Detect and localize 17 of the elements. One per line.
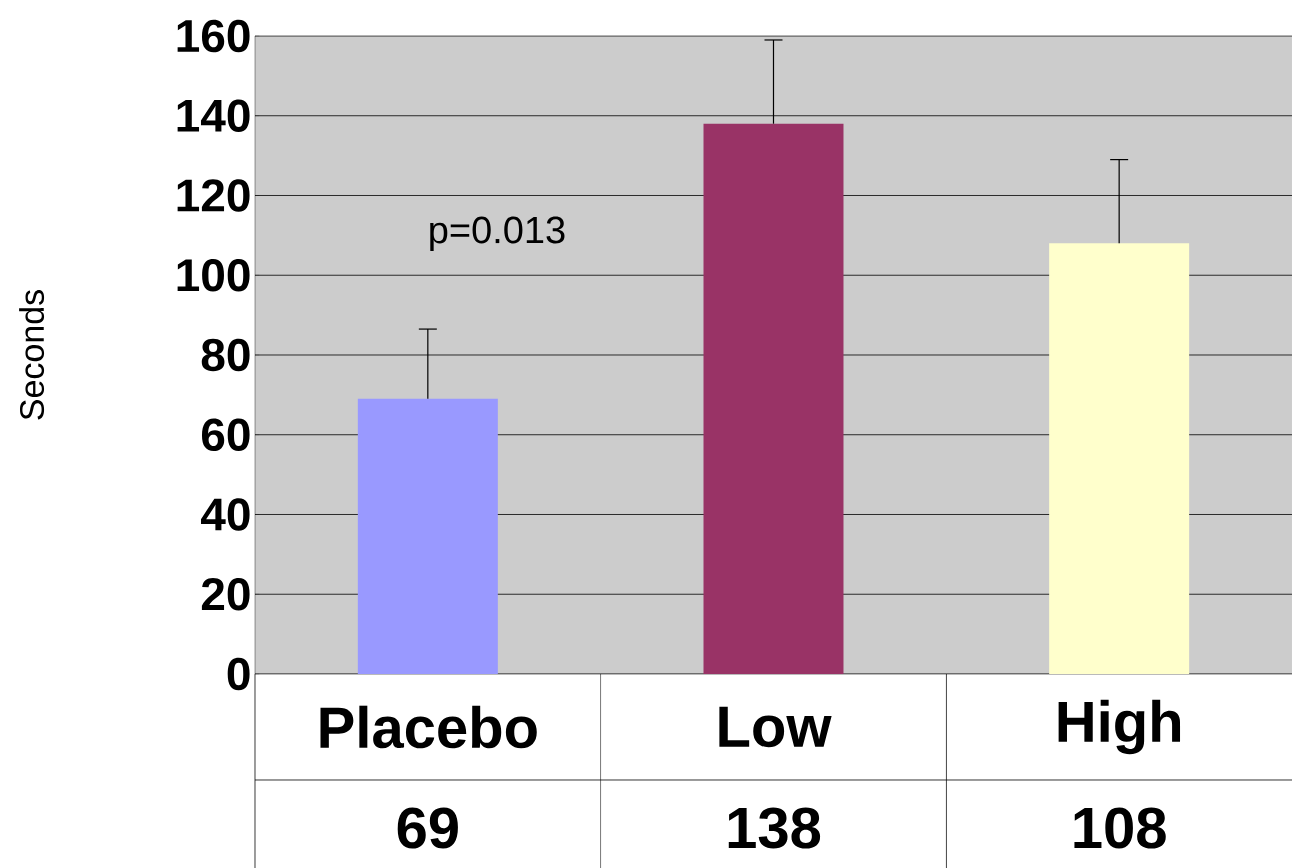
y-axis-title: Seconds: [19, 290, 45, 420]
y-tick-label: 60: [201, 418, 250, 452]
y-tick-label: 140: [177, 99, 250, 133]
y-tick-label: 20: [201, 577, 250, 611]
y-tick-label: 100: [177, 258, 250, 292]
y-tick-label: 160: [177, 19, 250, 53]
y-tick-label: 40: [200, 498, 250, 531]
y-tick-label: 80: [201, 338, 250, 372]
x-tick-label: Placebo: [320, 705, 537, 749]
x-tick-label: Low: [719, 706, 832, 748]
data-label: 69: [397, 807, 458, 849]
annotation: p=0.013: [430, 216, 565, 251]
x-tick-label: High: [1058, 699, 1181, 755]
y-tick-label: 0: [227, 657, 250, 691]
y-tick-label: 120: [177, 179, 250, 212]
data-label: 108: [1074, 807, 1166, 849]
data-label: 138: [728, 807, 821, 849]
